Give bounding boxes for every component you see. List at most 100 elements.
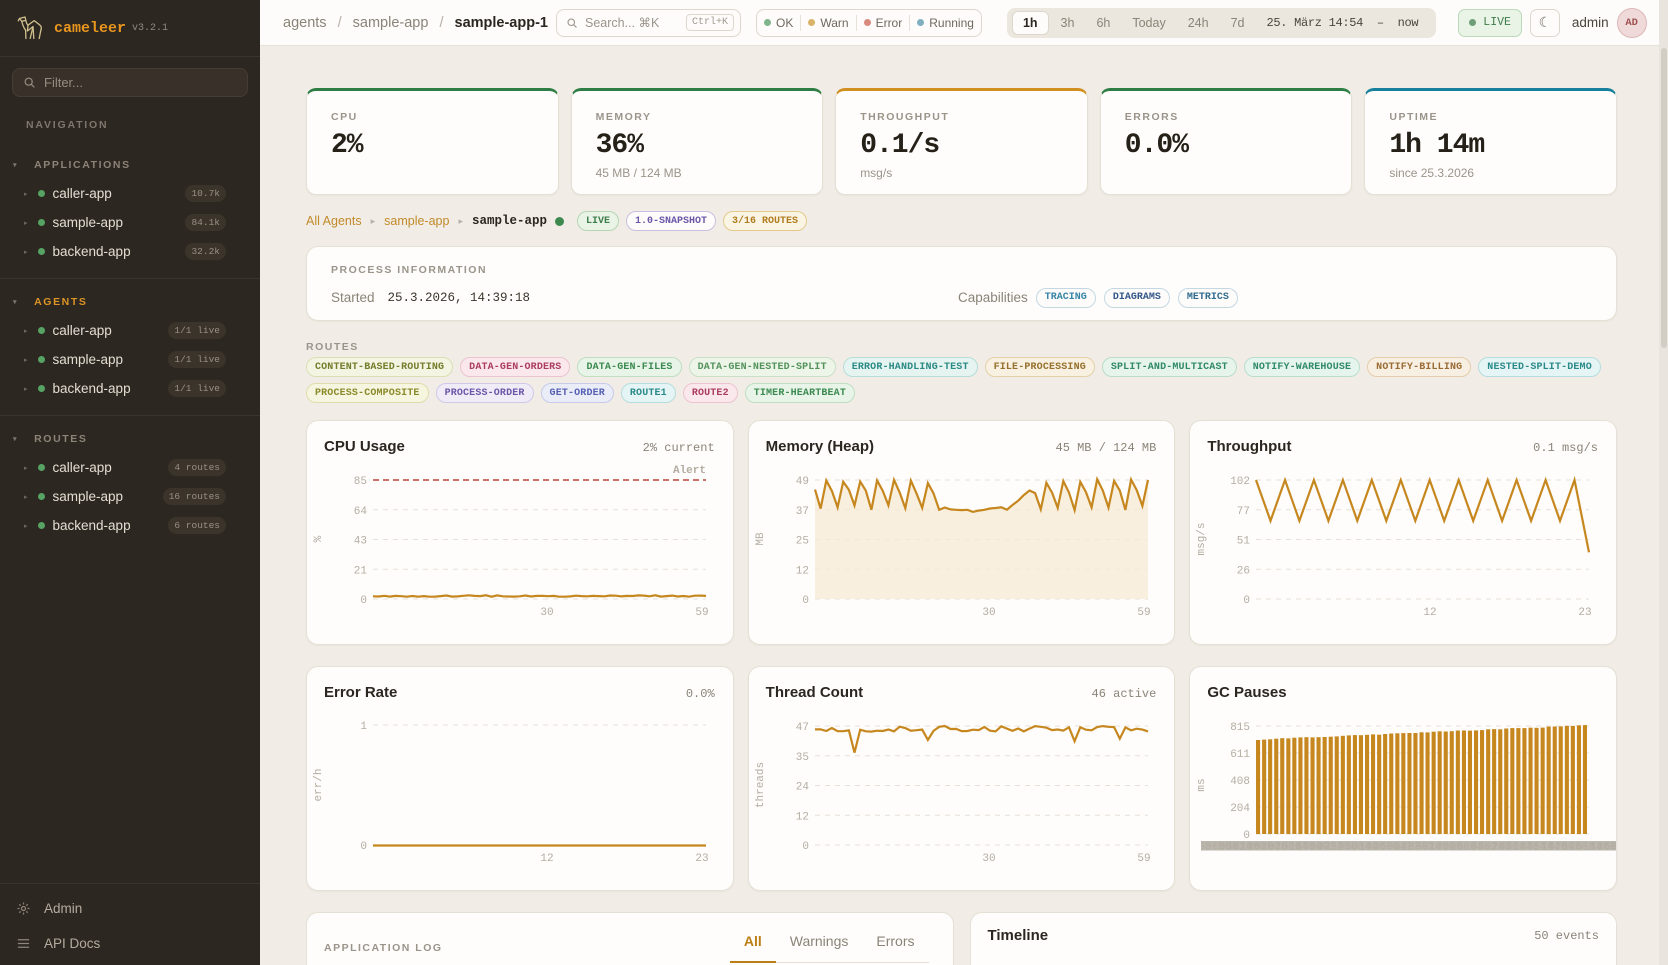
svg-text:408: 408 — [1231, 776, 1251, 788]
svg-text:26-0: 26-0 — [1373, 842, 1399, 854]
svg-text:14:0: 14:0 — [1359, 842, 1385, 854]
svg-text:26: 26 — [1237, 565, 1250, 577]
svg-text:23: 23 — [695, 853, 708, 865]
svg-text:49: 49 — [795, 476, 808, 488]
svg-text:03-2: 03-2 — [1471, 842, 1497, 854]
svg-text:12: 12 — [540, 853, 553, 865]
svg-text:14:0: 14:0 — [1240, 842, 1266, 854]
svg-text:0: 0 — [802, 595, 809, 607]
svg-text:12: 12 — [795, 811, 808, 823]
svg-text:03-2: 03-2 — [1219, 842, 1245, 854]
svg-text:0:00: 0:00 — [1352, 842, 1378, 854]
svg-text:0:00: 0:00 — [1338, 842, 1364, 854]
svg-text:14:0: 14:0 — [1590, 842, 1616, 854]
svg-text:msg/s: msg/s — [1196, 522, 1208, 555]
svg-text:26-0: 26-0 — [1247, 842, 1273, 854]
svg-text:0:00: 0:00 — [1233, 842, 1259, 854]
svg-text:5 14: 5 14 — [1506, 842, 1533, 854]
svg-text:03-2: 03-2 — [1310, 842, 1336, 854]
svg-text:0: 0 — [360, 595, 367, 607]
svg-text:0:00: 0:00 — [1611, 842, 1617, 854]
svg-text:30: 30 — [982, 853, 995, 865]
svg-text:0:00: 0:00 — [1254, 842, 1280, 854]
svg-text:0: 0 — [1244, 595, 1251, 607]
svg-text:12: 12 — [795, 565, 808, 577]
svg-text:26-0: 26-0 — [1450, 842, 1476, 854]
svg-text:2026: 2026 — [1464, 842, 1490, 854]
svg-text:5 14: 5 14 — [1282, 842, 1309, 854]
svg-text:14:0: 14:0 — [1366, 842, 1392, 854]
svg-text:0: 0 — [1244, 830, 1251, 842]
svg-text:5 14: 5 14 — [1380, 842, 1407, 854]
svg-text:26-0: 26-0 — [1401, 842, 1427, 854]
svg-text:03-2: 03-2 — [1387, 842, 1413, 854]
svg-text:0:00: 0:00 — [1205, 842, 1231, 854]
svg-text:26-0: 26-0 — [1569, 842, 1595, 854]
svg-text:25: 25 — [795, 536, 808, 548]
svg-text:MB: MB — [755, 532, 767, 546]
svg-text:204: 204 — [1231, 803, 1251, 815]
svg-text:5T14: 5T14 — [1296, 842, 1323, 854]
svg-text:03-2: 03-2 — [1408, 842, 1434, 854]
svg-text:611: 611 — [1231, 749, 1251, 761]
svg-text:12: 12 — [1424, 607, 1437, 619]
svg-text:ms: ms — [1196, 778, 1208, 791]
svg-text:threads: threads — [755, 762, 767, 808]
svg-text:0:00: 0:00 — [1485, 842, 1511, 854]
svg-text:5 14: 5 14 — [1415, 842, 1442, 854]
svg-text:0:00: 0:00 — [1303, 842, 1329, 854]
svg-text:err/h: err/h — [313, 768, 325, 801]
svg-text:0:00: 0:00 — [1422, 842, 1448, 854]
svg-text:%: % — [313, 535, 325, 542]
svg-text:30: 30 — [540, 607, 553, 619]
svg-text:64: 64 — [354, 506, 368, 518]
svg-text:14:0: 14:0 — [1289, 842, 1315, 854]
svg-text:2026: 2026 — [1492, 842, 1518, 854]
svg-text:14:0: 14:0 — [1583, 842, 1609, 854]
svg-text:5T14: 5T14 — [1534, 842, 1561, 854]
svg-text:14:0: 14:0 — [1429, 842, 1455, 854]
svg-text:5 14: 5 14 — [1576, 842, 1603, 854]
svg-text:5 14: 5 14 — [1345, 842, 1372, 854]
svg-text:0: 0 — [360, 841, 367, 853]
svg-text:26-0: 26-0 — [1436, 842, 1462, 854]
svg-text:03-2: 03-2 — [1198, 842, 1224, 854]
svg-text:03-2: 03-2 — [1317, 842, 1343, 854]
svg-text:14:0: 14:0 — [1331, 842, 1357, 854]
svg-text:5 14: 5 14 — [1457, 842, 1484, 854]
svg-text:0:00: 0:00 — [1212, 842, 1238, 854]
svg-text:102: 102 — [1231, 476, 1251, 488]
svg-text:26-0: 26-0 — [1324, 842, 1350, 854]
svg-text:23: 23 — [1579, 607, 1592, 619]
svg-text:0:00: 0:00 — [1548, 842, 1574, 854]
svg-text:5 14: 5 14 — [1604, 842, 1617, 854]
svg-text:26-0: 26-0 — [1597, 842, 1617, 854]
svg-text:5 14: 5 14 — [1527, 842, 1554, 854]
svg-text:51: 51 — [1237, 536, 1251, 548]
svg-text:5 14: 5 14 — [1520, 842, 1547, 854]
svg-text:2026: 2026 — [1513, 842, 1539, 854]
svg-text:1: 1 — [360, 721, 367, 733]
svg-text:77: 77 — [1237, 506, 1250, 518]
svg-text:59: 59 — [1137, 853, 1150, 865]
svg-text:47: 47 — [795, 722, 808, 734]
svg-text:35: 35 — [795, 752, 808, 764]
svg-text:37: 37 — [795, 506, 808, 518]
svg-text:26-0: 26-0 — [1555, 842, 1581, 854]
svg-text:59: 59 — [695, 607, 708, 619]
svg-text:2026: 2026 — [1443, 842, 1469, 854]
svg-text:03-2: 03-2 — [1394, 842, 1420, 854]
svg-text:43: 43 — [354, 536, 367, 548]
svg-text:815: 815 — [1231, 722, 1251, 734]
svg-text:5T14: 5T14 — [1499, 842, 1526, 854]
svg-text:0:00: 0:00 — [1268, 842, 1294, 854]
svg-text:2026: 2026 — [1275, 842, 1301, 854]
svg-text:14:0: 14:0 — [1562, 842, 1588, 854]
svg-text:59: 59 — [1137, 607, 1150, 619]
svg-text:0: 0 — [802, 841, 809, 853]
svg-text:21: 21 — [354, 565, 368, 577]
svg-text:14:0: 14:0 — [1541, 842, 1567, 854]
svg-text:Alert: Alert — [673, 465, 706, 477]
svg-text:30: 30 — [982, 607, 995, 619]
svg-text:5 14: 5 14 — [1478, 842, 1505, 854]
